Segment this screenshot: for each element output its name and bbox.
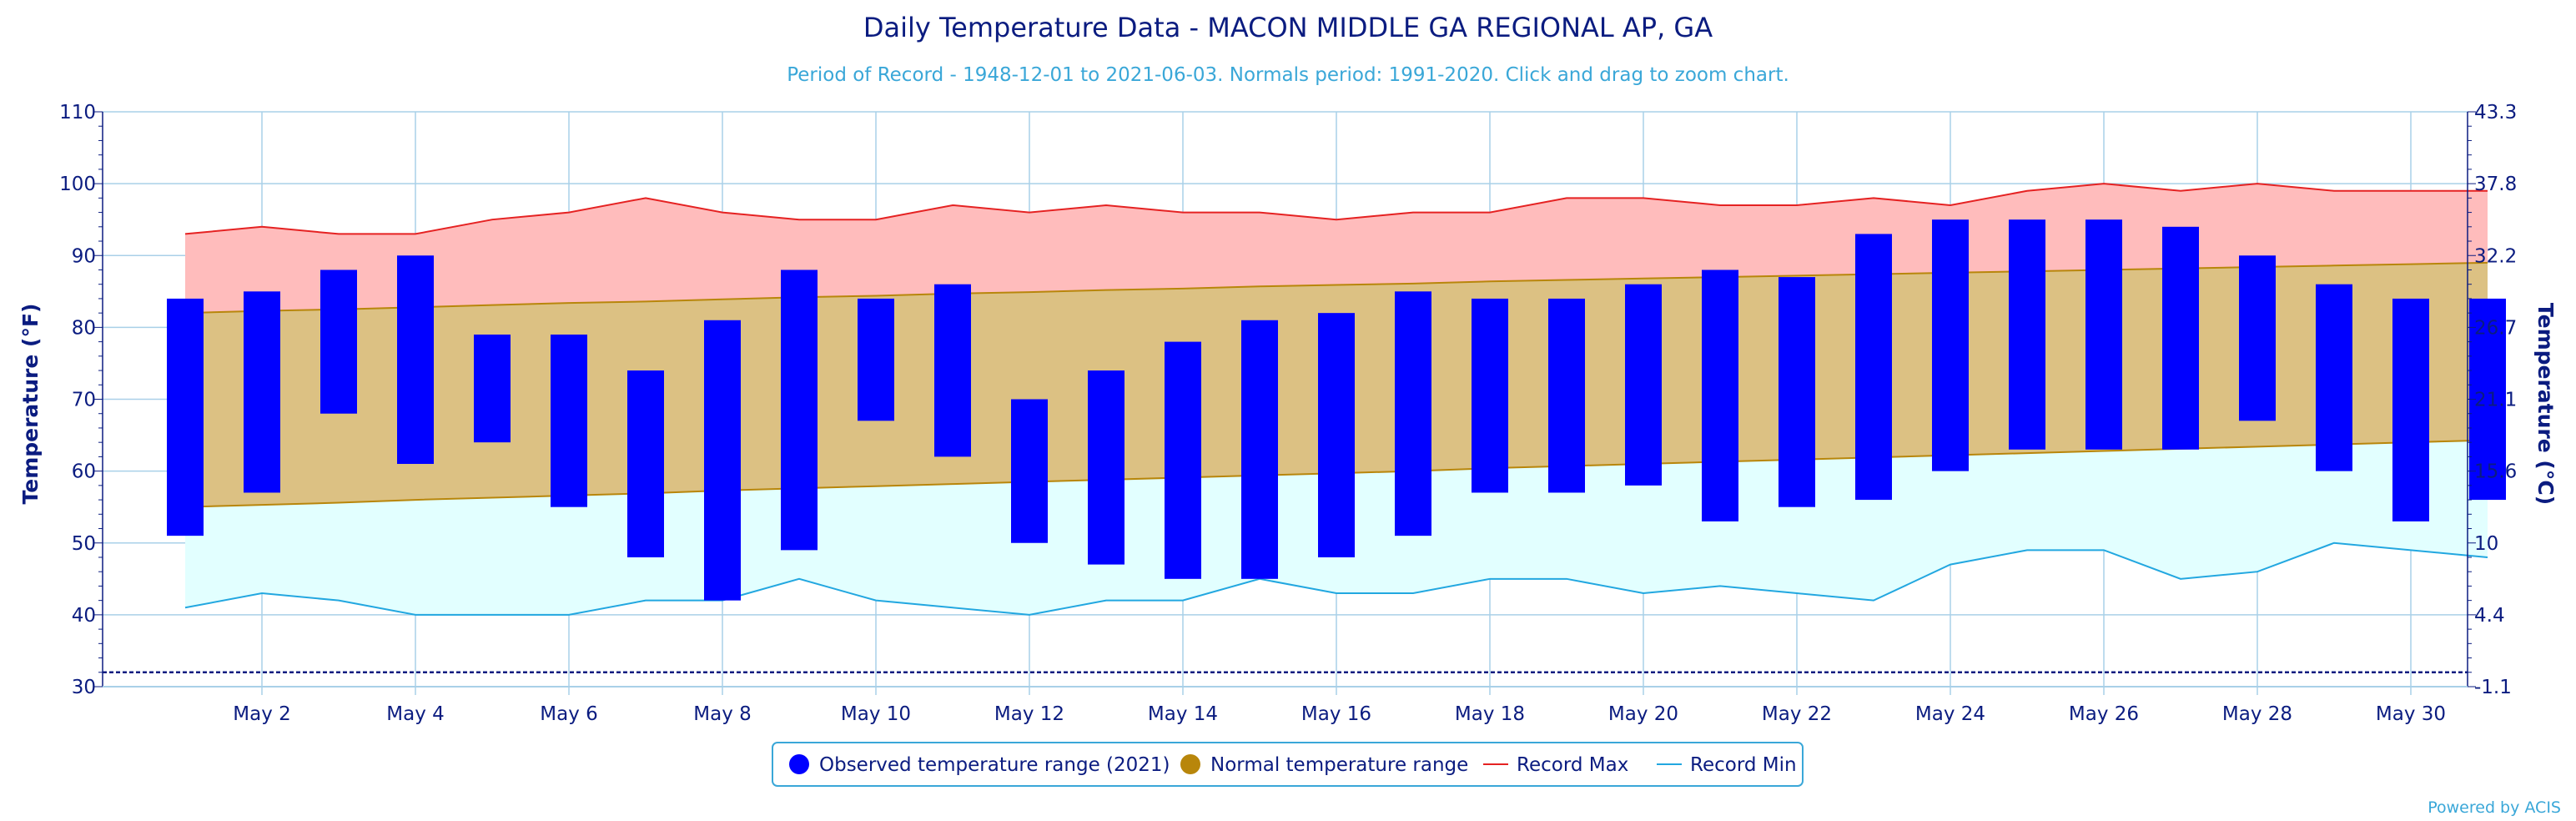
observed-bar-may-1[interactable] <box>167 298 204 536</box>
y-tick-label-right: 21.1 <box>2474 390 2517 411</box>
observed-bar-may-6[interactable] <box>551 334 587 507</box>
legend-item-observed[interactable]: Observed temperature range (2021) <box>789 754 1170 776</box>
observed-bar-may-13[interactable] <box>1088 370 1124 565</box>
observed-bar-may-18[interactable] <box>1472 298 1508 493</box>
observed-bar-may-25[interactable] <box>2009 219 2045 450</box>
x-tick-label: May 10 <box>841 703 911 725</box>
chart-subtitle: Period of Record - 1948-12-01 to 2021-06… <box>787 64 1789 86</box>
observed-bar-may-23[interactable] <box>1855 234 1892 501</box>
legend-item-record-min[interactable]: Record Min <box>1657 754 1797 776</box>
legend-observed-icon <box>789 754 809 774</box>
powered-by-credit[interactable]: Powered by ACIS <box>2428 798 2561 817</box>
observed-bar-may-22[interactable] <box>1779 277 1815 507</box>
y-tick-label-left: 50 <box>72 533 96 555</box>
y-tick-label-right: 15.6 <box>2474 461 2517 483</box>
observed-bar-may-21[interactable] <box>1702 269 1738 521</box>
legend[interactable]: Observed temperature range (2021) Normal… <box>772 742 1804 787</box>
legend-box <box>772 742 1804 787</box>
y-axis-title-left: Temperature (°F) <box>18 304 43 505</box>
observed-bar-may-27[interactable] <box>2162 226 2199 450</box>
observed-bar-may-30[interactable] <box>2392 298 2429 521</box>
y-tick-label-left: 110 <box>59 102 96 123</box>
x-tick-label: May 20 <box>1608 703 1678 725</box>
x-tick-label: May 18 <box>1455 703 1525 725</box>
temperature-bands <box>103 183 2488 674</box>
axes: 30 40 50 60 70 80 90 100 110 -1.1 4.4 10 15.6 21.1 26.… <box>59 102 2517 725</box>
y-tick-label-right: 32.2 <box>2474 245 2517 267</box>
x-tick-label: May 6 <box>540 703 598 725</box>
observed-bar-may-28[interactable] <box>2239 255 2276 421</box>
observed-bar-may-5[interactable] <box>474 334 511 443</box>
observed-bar-may-15[interactable] <box>1241 320 1278 579</box>
y-tick-label-left: 30 <box>72 677 96 698</box>
observed-bar-may-4[interactable] <box>397 255 434 465</box>
y-tick-label-right: 26.7 <box>2474 317 2517 339</box>
observed-bar-may-9[interactable] <box>781 269 818 551</box>
observed-bar-may-11[interactable] <box>934 284 971 457</box>
record-max-line <box>184 183 2488 235</box>
observed-bar-may-10[interactable] <box>858 298 894 421</box>
y-tick-label-left: 60 <box>72 461 96 483</box>
x-tick-label: May 16 <box>1301 703 1371 725</box>
y-tick-label-left: 90 <box>72 245 96 267</box>
y-tick-label-right: -1.1 <box>2474 677 2512 698</box>
x-tick-label: May 8 <box>693 703 752 725</box>
x-tick-label: May 22 <box>1762 703 1832 725</box>
observed-bar-may-17[interactable] <box>1395 291 1431 536</box>
y-tick-label-left: 70 <box>72 390 96 411</box>
observed-bar-may-29[interactable] <box>2316 284 2352 471</box>
legend-item-record-max[interactable]: Record Max <box>1483 754 1628 776</box>
observed-bar-may-16[interactable] <box>1318 313 1355 557</box>
observed-bar-may-19[interactable] <box>1548 298 1585 493</box>
legend-normal-icon <box>1180 754 1200 774</box>
x-tick-label: May 12 <box>994 703 1064 725</box>
observed-bar-may-8[interactable] <box>704 320 741 601</box>
x-tick-label: May 26 <box>2069 703 2139 725</box>
y-tick-label-right: 4.4 <box>2474 605 2505 627</box>
x-tick-label: May 28 <box>2222 703 2292 725</box>
y-tick-label-left: 100 <box>59 174 96 195</box>
x-tick-label: May 14 <box>1148 703 1218 725</box>
observed-bar-may-3[interactable] <box>320 269 357 414</box>
observed-bar-may-7[interactable] <box>627 370 664 557</box>
legend-observed-label: Observed temperature range (2021) <box>819 754 1170 776</box>
y-axis-title-right: Temperature (°C) <box>2533 303 2558 505</box>
observed-bar-may-20[interactable] <box>1625 284 1662 486</box>
observed-bar-may-24[interactable] <box>1932 219 1969 471</box>
y-tick-label-right: 10 <box>2474 533 2498 555</box>
observed-bars[interactable] <box>167 219 2506 601</box>
chart-title: Daily Temperature Data - MACON MIDDLE GA… <box>863 12 1713 43</box>
y-tick-label-right: 37.8 <box>2474 174 2517 195</box>
legend-normal-label: Normal temperature range <box>1210 754 1468 776</box>
legend-record-max-label: Record Max <box>1517 754 1628 776</box>
observed-bar-may-14[interactable] <box>1165 341 1201 579</box>
x-tick-label: May 2 <box>233 703 291 725</box>
y-tick-label-left: 40 <box>72 605 96 627</box>
x-tick-label: May 4 <box>386 703 445 725</box>
observed-bar-may-2[interactable] <box>244 291 280 493</box>
legend-record-min-label: Record Min <box>1690 754 1797 776</box>
y-tick-label-right: 43.3 <box>2474 102 2517 123</box>
x-tick-label: May 24 <box>1915 703 1985 725</box>
observed-bar-may-26[interactable] <box>2085 219 2122 450</box>
observed-bar-may-12[interactable] <box>1011 399 1048 543</box>
record-min-line <box>184 541 2488 616</box>
x-tick-label: May 30 <box>2376 703 2446 725</box>
y-tick-label-left: 80 <box>72 317 96 339</box>
legend-item-normal[interactable]: Normal temperature range <box>1180 754 1468 776</box>
